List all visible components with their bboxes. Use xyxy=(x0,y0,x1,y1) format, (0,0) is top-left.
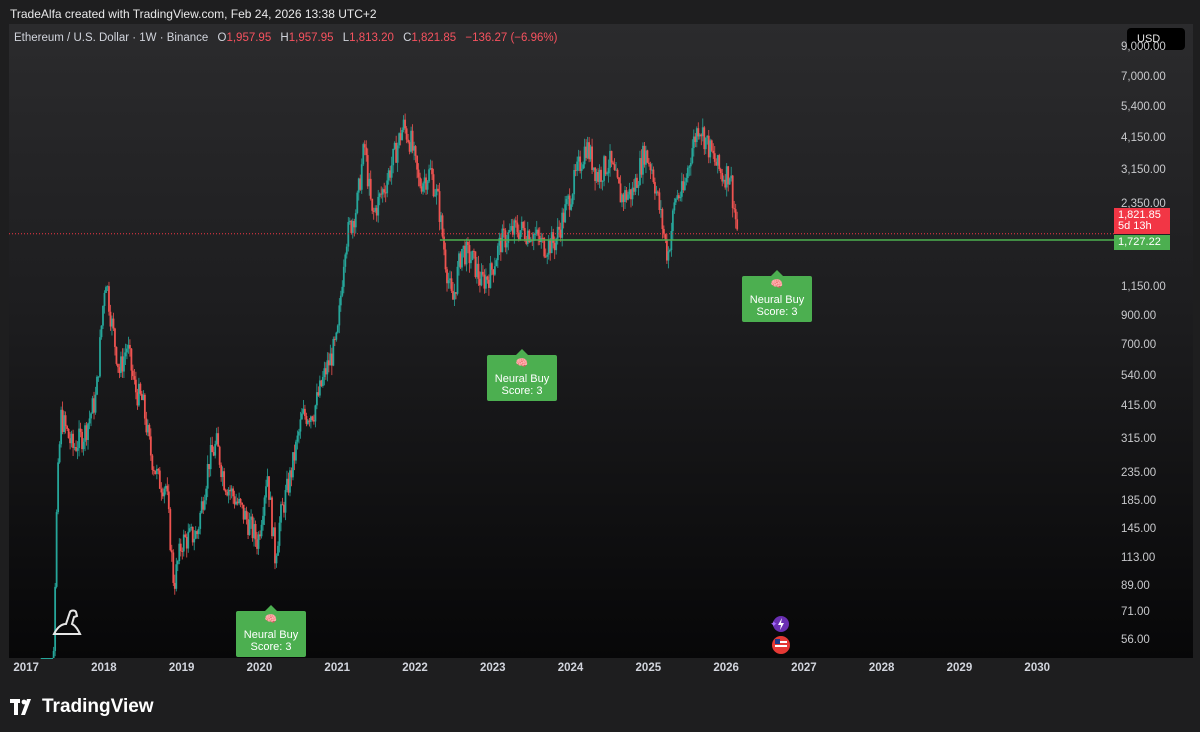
x-tick-label: 2024 xyxy=(557,662,584,674)
candle-body xyxy=(46,658,49,659)
y-tick-label: 5,400.00 xyxy=(1121,101,1166,113)
low-label: L xyxy=(342,32,350,44)
candle-body xyxy=(48,658,51,659)
y-tick-label: 56.00 xyxy=(1121,634,1150,647)
currency-button[interactable]: USD xyxy=(1127,28,1185,50)
y-tick-label: 700.00 xyxy=(1121,339,1157,352)
y-tick-label: 145.00 xyxy=(1121,523,1157,536)
chart-credit: TradeAlfa created with TradingView.com, … xyxy=(10,7,377,21)
bar-countdown: 5d 13h xyxy=(1118,220,1152,232)
signal-score: Score: 3 xyxy=(501,385,543,397)
candle-body xyxy=(45,658,48,659)
x-tick-label: 2027 xyxy=(791,662,817,674)
symbol-title: Ethereum / U.S. Dollar · 1W · Binance xyxy=(14,32,209,44)
close-label: C xyxy=(403,32,412,44)
brain-icon: 🧠 xyxy=(515,358,529,369)
lightning-event-icon[interactable]: ✦ xyxy=(768,614,792,634)
brain-icon: 🧠 xyxy=(770,279,784,290)
candle-body xyxy=(42,658,45,659)
x-tick-label: 2026 xyxy=(713,662,739,674)
y-tick-label: 7,000.00 xyxy=(1121,70,1166,83)
symbol-legend: Ethereum / U.S. Dollar · 1W · Binance O1… xyxy=(14,32,557,44)
tradingview-logo-icon xyxy=(10,699,31,715)
signal-label: Neural Buy xyxy=(243,629,299,641)
x-tick-label: 2020 xyxy=(246,662,273,674)
y-tick-label: 900.00 xyxy=(1121,310,1157,323)
y-tick-label: 185.00 xyxy=(1121,494,1157,507)
signal-label: Neural Buy xyxy=(494,373,550,385)
y-tick-label: 540.00 xyxy=(1121,369,1157,382)
y-tick-label: 415.00 xyxy=(1121,400,1157,413)
us-flag-event-icon[interactable] xyxy=(771,635,791,655)
y-tick-label: 235.00 xyxy=(1121,466,1157,479)
x-tick-label: 2028 xyxy=(868,662,895,674)
tradingview-logo[interactable]: TradingView xyxy=(10,696,154,718)
y-tick-label: 1,150.00 xyxy=(1121,281,1166,294)
x-tick-label: 2025 xyxy=(635,662,662,674)
chart-panel[interactable]: Ethereum / U.S. Dollar · 1W · Binance O1… xyxy=(9,24,1193,658)
signal-score: Score: 3 xyxy=(756,306,798,318)
svg-text:✦: ✦ xyxy=(770,620,778,630)
x-tick-label: 2029 xyxy=(946,662,973,674)
candle-body xyxy=(40,658,43,659)
y-tick-label: 4,150.00 xyxy=(1121,131,1166,144)
x-tick-label: 2022 xyxy=(402,662,428,674)
signal-score: Score: 3 xyxy=(250,641,292,653)
brain-icon: 🧠 xyxy=(264,614,278,625)
support-price-tag: 1,727.22 xyxy=(1114,235,1170,250)
close-value: 1,821.85 xyxy=(411,32,457,44)
high-label: H xyxy=(280,32,289,44)
brand-name: TradingView xyxy=(42,696,154,717)
high-value: 1,957.95 xyxy=(288,32,334,44)
current-price-tag: 1,821.85 5d 13h xyxy=(1114,208,1170,234)
signal-label: Neural Buy xyxy=(749,294,805,306)
y-tick-label: 3,150.00 xyxy=(1121,163,1166,176)
candle-body xyxy=(43,658,46,659)
change-value: −136.27 (−6.96%) xyxy=(465,32,558,44)
current-price-value: 1,821.85 xyxy=(1118,209,1161,221)
x-tick-label: 2023 xyxy=(479,662,506,674)
neural-buy-signal[interactable]: 🧠 Neural Buy Score: 3 xyxy=(742,270,812,322)
y-tick-label: 89.00 xyxy=(1121,579,1150,592)
candle-body xyxy=(51,658,54,659)
neural-buy-signal[interactable]: 🧠 Neural Buy Score: 3 xyxy=(487,349,557,401)
open-label: O xyxy=(217,32,227,44)
y-tick-label: 71.00 xyxy=(1121,606,1150,619)
dinosaur-icon xyxy=(52,609,82,635)
y-tick-label: 315.00 xyxy=(1121,432,1157,445)
y-tick-label: 113.00 xyxy=(1121,552,1156,565)
open-value: 1,957.95 xyxy=(226,32,272,44)
candle-body xyxy=(49,658,52,659)
x-tick-label: 2018 xyxy=(91,662,117,674)
x-tick-label: 2021 xyxy=(324,662,351,674)
y-tick-label: 2,350.00 xyxy=(1121,198,1166,211)
x-tick-label: 2030 xyxy=(1024,662,1051,674)
x-tick-label: 2019 xyxy=(168,662,195,674)
low-value: 1,813.20 xyxy=(349,32,394,44)
x-tick-label: 2017 xyxy=(13,662,39,674)
neural-buy-signal[interactable]: 🧠 Neural Buy Score: 3 xyxy=(236,605,306,657)
y-tick-label: 9,000.00 xyxy=(1121,41,1166,54)
